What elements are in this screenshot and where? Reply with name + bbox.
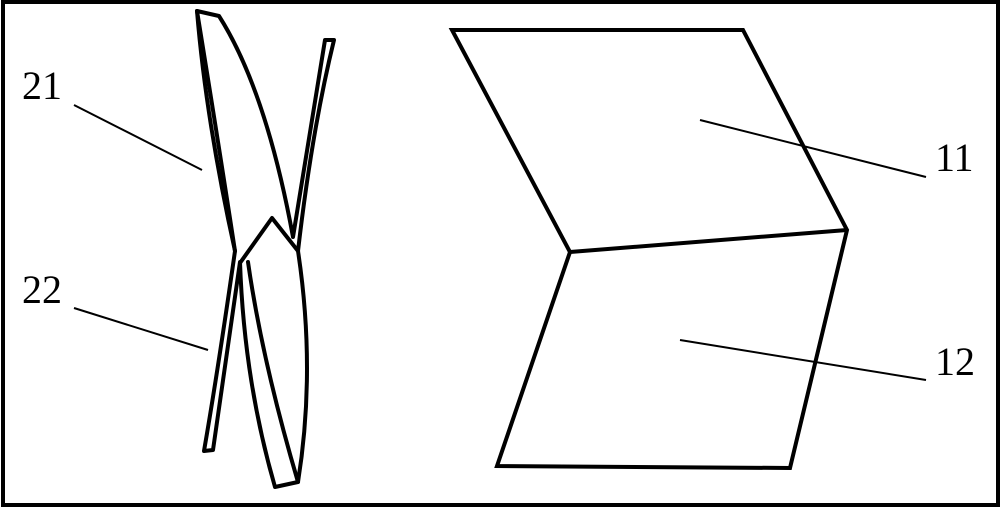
leader-lines bbox=[74, 105, 926, 380]
right-shape bbox=[452, 30, 847, 468]
leader-22 bbox=[74, 308, 208, 350]
label-12: 12 bbox=[935, 338, 975, 385]
frame-rect bbox=[3, 2, 998, 505]
left-shape bbox=[197, 11, 334, 487]
left-outline bbox=[197, 11, 334, 487]
right-outline bbox=[452, 30, 847, 468]
leader-12 bbox=[680, 340, 926, 380]
label-22: 22 bbox=[22, 266, 62, 313]
left-edge-lower bbox=[248, 262, 298, 482]
left-edge-upper bbox=[197, 11, 235, 251]
leader-21 bbox=[74, 105, 202, 170]
label-11: 11 bbox=[935, 134, 974, 181]
diagram-canvas bbox=[0, 0, 1000, 507]
label-21: 21 bbox=[22, 62, 62, 109]
right-fold-line bbox=[570, 230, 847, 252]
